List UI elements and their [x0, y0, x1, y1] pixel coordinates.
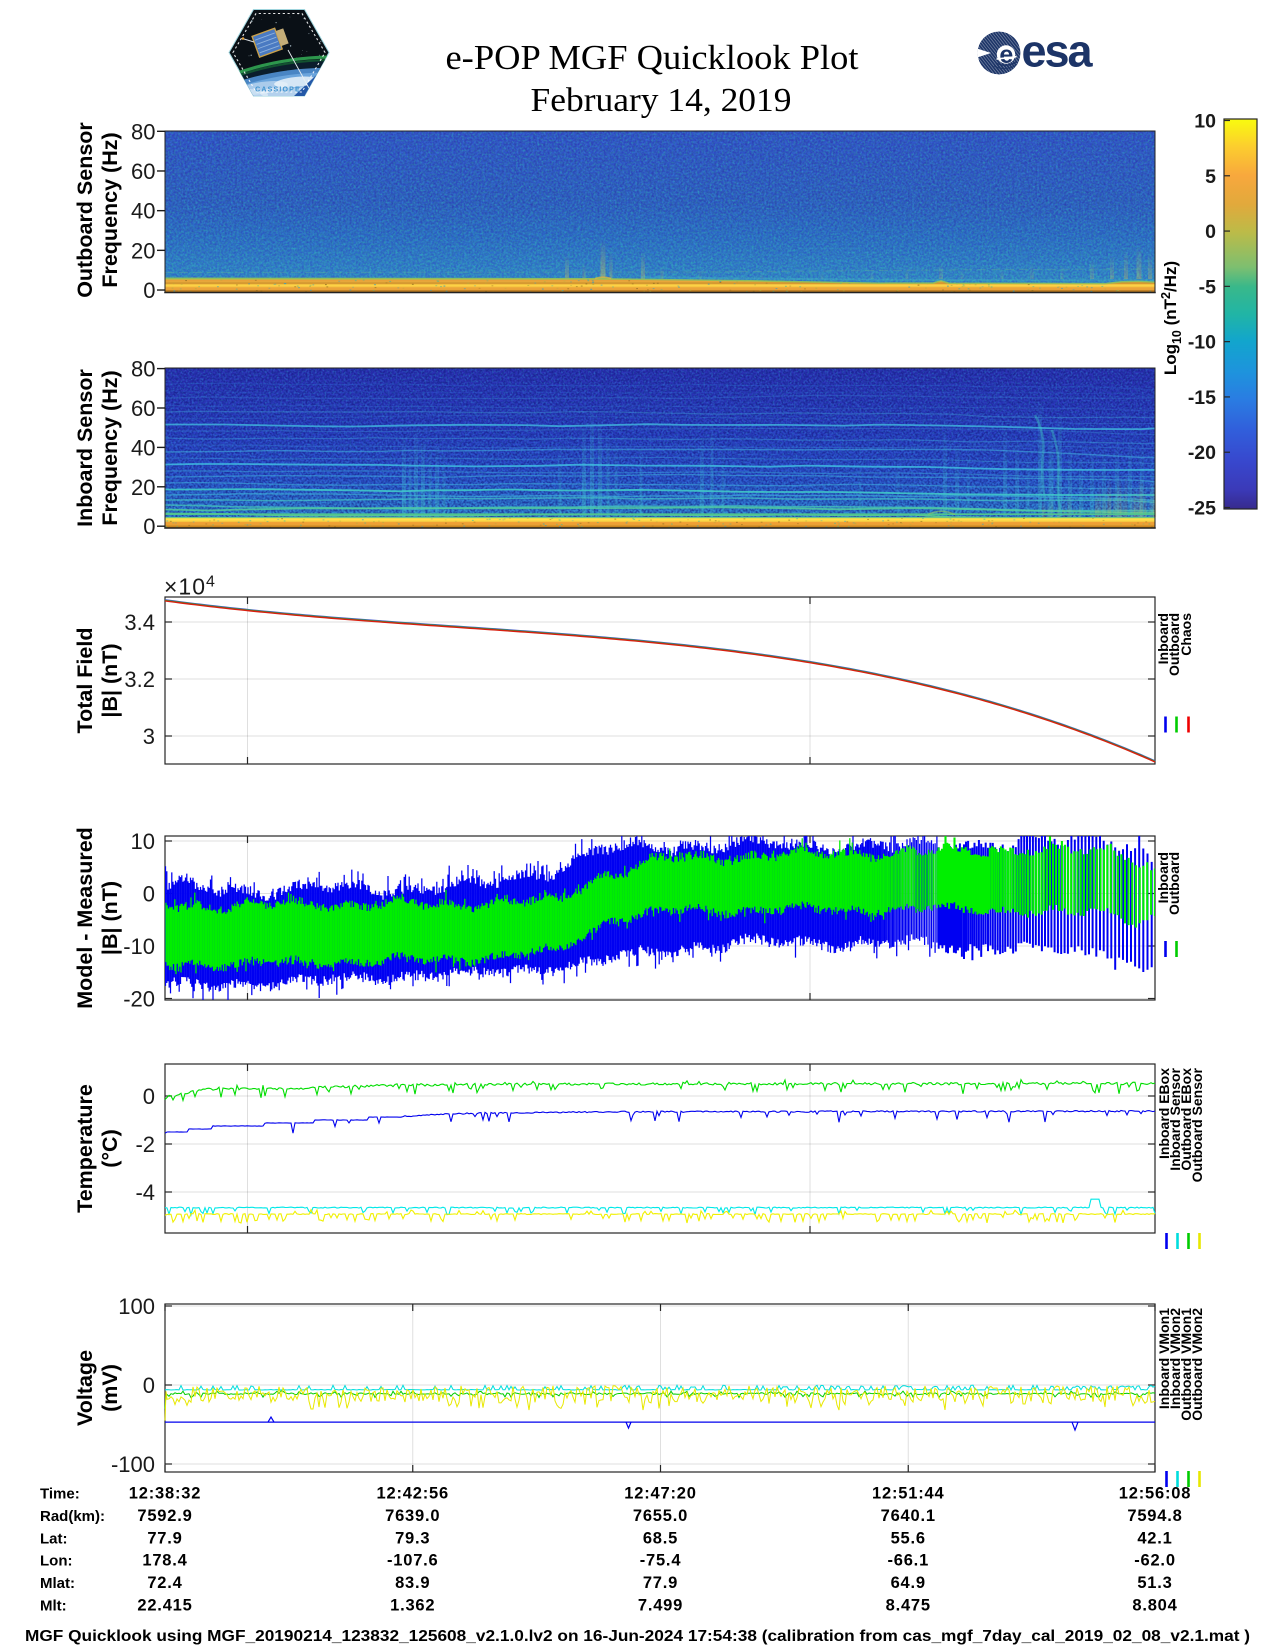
svg-text:-25: -25: [1188, 498, 1216, 520]
svg-text:1.362: 1.362: [390, 1597, 435, 1615]
svg-text:12:42:56: 12:42:56: [377, 1485, 449, 1503]
svg-text:12:51:44: 12:51:44: [872, 1485, 944, 1503]
svg-text:MGF Quicklook using MGF_201902: MGF Quicklook using MGF_20190214_123832_…: [25, 1628, 1250, 1645]
svg-text:55.6: 55.6: [891, 1529, 926, 1547]
svg-text:-62.0: -62.0: [1134, 1552, 1176, 1570]
svg-text:Inboard VMon2: Inboard VMon2: [1167, 1308, 1183, 1409]
svg-text:3.4: 3.4: [124, 610, 155, 635]
svg-text:Outboard: Outboard: [1166, 852, 1182, 915]
svg-text:-4: -4: [135, 1180, 155, 1205]
svg-text:Inboard: Inboard: [1155, 852, 1171, 903]
svg-text:40: 40: [131, 435, 155, 460]
svg-text:80: 80: [131, 119, 155, 144]
svg-text:3: 3: [143, 724, 155, 749]
svg-text:|B| (nT): |B| (nT): [98, 643, 122, 717]
svg-text:83.9: 83.9: [395, 1574, 430, 1592]
svg-text:-107.6: -107.6: [387, 1552, 439, 1570]
svg-text:e: e: [999, 41, 1013, 69]
svg-text:Model - Measured: Model - Measured: [73, 827, 97, 1009]
svg-text:20: 20: [131, 475, 155, 500]
svg-text:0: 0: [143, 278, 155, 303]
svg-text:80: 80: [131, 357, 155, 382]
svg-text:|B| (nT): |B| (nT): [98, 881, 122, 955]
svg-text:(mV): (mV): [98, 1364, 122, 1412]
svg-text:esa: esa: [1021, 26, 1093, 77]
svg-text:72.4: 72.4: [147, 1574, 182, 1592]
svg-text:7655.0: 7655.0: [633, 1507, 688, 1525]
svg-text:64.9: 64.9: [891, 1574, 926, 1592]
svg-text:Inboard Sensor: Inboard Sensor: [1167, 1067, 1183, 1170]
svg-text:Outboard VMon1: Outboard VMon1: [1178, 1308, 1194, 1421]
svg-text:(°C): (°C): [98, 1129, 122, 1167]
svg-text:Outboard Sensor: Outboard Sensor: [73, 122, 97, 298]
svg-text:Total Field: Total Field: [73, 628, 97, 734]
svg-text:7.499: 7.499: [638, 1597, 683, 1615]
svg-text:Frequency (Hz): Frequency (Hz): [98, 370, 122, 525]
svg-text:Chaos: Chaos: [1178, 613, 1194, 656]
svg-text:Time:: Time:: [40, 1486, 80, 1503]
svg-text:100: 100: [118, 1294, 155, 1319]
svg-text:0: 0: [143, 882, 155, 907]
svg-text:8.475: 8.475: [886, 1597, 931, 1615]
svg-text:Outboard Sensor: Outboard Sensor: [1189, 1067, 1205, 1182]
svg-text:178.4: 178.4: [142, 1552, 187, 1570]
svg-text:22.415: 22.415: [137, 1597, 192, 1615]
svg-text:February 14, 2019: February 14, 2019: [531, 82, 792, 119]
svg-text:-100: -100: [111, 1452, 155, 1477]
svg-text:5: 5: [1205, 166, 1216, 188]
svg-text:Inboard EBox: Inboard EBox: [1156, 1068, 1172, 1159]
svg-text:0: 0: [1205, 221, 1216, 243]
svg-text:Outboard EBox: Outboard EBox: [1178, 1068, 1194, 1171]
svg-text:Inboard VMon1: Inboard VMon1: [1156, 1308, 1172, 1409]
svg-text:3.2: 3.2: [124, 667, 155, 692]
svg-text:10: 10: [1194, 111, 1216, 133]
svg-text:12:47:20: 12:47:20: [624, 1485, 696, 1503]
svg-text:Inboard: Inboard: [1155, 613, 1171, 664]
svg-text:77.9: 77.9: [643, 1574, 678, 1592]
svg-text:51.3: 51.3: [1137, 1574, 1172, 1592]
svg-text:12:56:08: 12:56:08: [1119, 1485, 1191, 1503]
svg-text:-10: -10: [123, 934, 155, 959]
svg-text:-20: -20: [123, 987, 155, 1012]
svg-text:-2: -2: [135, 1132, 155, 1157]
svg-text:12:38:32: 12:38:32: [129, 1485, 201, 1503]
svg-text:7640.1: 7640.1: [881, 1507, 936, 1525]
svg-text:-66.1: -66.1: [887, 1552, 929, 1570]
svg-text:7594.8: 7594.8: [1127, 1507, 1182, 1525]
svg-text:-5: -5: [1199, 276, 1216, 298]
svg-text:-75.4: -75.4: [640, 1552, 682, 1570]
svg-text:Mlt:: Mlt:: [40, 1598, 67, 1615]
svg-text:7592.9: 7592.9: [137, 1507, 192, 1525]
svg-text:42.1: 42.1: [1137, 1529, 1172, 1547]
svg-text:60: 60: [131, 396, 155, 421]
svg-text:-10: -10: [1188, 332, 1216, 354]
svg-text:8.804: 8.804: [1132, 1597, 1177, 1615]
svg-text:40: 40: [131, 199, 155, 224]
svg-text:-20: -20: [1188, 442, 1216, 464]
svg-text:60: 60: [131, 159, 155, 184]
svg-text:79.3: 79.3: [395, 1529, 430, 1547]
svg-text:CASSIOPE: CASSIOPE: [255, 87, 301, 94]
svg-text:Voltage: Voltage: [73, 1350, 97, 1426]
svg-text:0: 0: [143, 514, 155, 539]
svg-text:7639.0: 7639.0: [385, 1507, 440, 1525]
svg-text:10: 10: [131, 829, 155, 854]
svg-text:20: 20: [131, 238, 155, 263]
svg-text:Frequency (Hz): Frequency (Hz): [98, 132, 122, 287]
svg-text:Outboard VMon2: Outboard VMon2: [1189, 1308, 1205, 1421]
svg-text:0: 0: [143, 1084, 155, 1109]
svg-text:0: 0: [143, 1373, 155, 1398]
svg-text:-15: -15: [1188, 387, 1216, 409]
svg-text:Inboard Sensor: Inboard Sensor: [73, 369, 97, 527]
svg-text:Mlat:: Mlat:: [40, 1575, 75, 1592]
svg-text:Lat:: Lat:: [40, 1530, 68, 1547]
svg-text:Log10 (nT2/Hz): Log10 (nT2/Hz): [1159, 261, 1184, 375]
svg-text:Temperature: Temperature: [73, 1084, 97, 1213]
svg-text:Lon:: Lon:: [40, 1553, 72, 1570]
svg-text:68.5: 68.5: [643, 1529, 678, 1547]
svg-text:e-POP MGF Quicklook Plot: e-POP MGF Quicklook Plot: [446, 38, 859, 77]
svg-text:Outboard: Outboard: [1166, 613, 1182, 676]
svg-text:Rad(km):: Rad(km):: [40, 1508, 105, 1525]
svg-text:77.9: 77.9: [147, 1529, 182, 1547]
